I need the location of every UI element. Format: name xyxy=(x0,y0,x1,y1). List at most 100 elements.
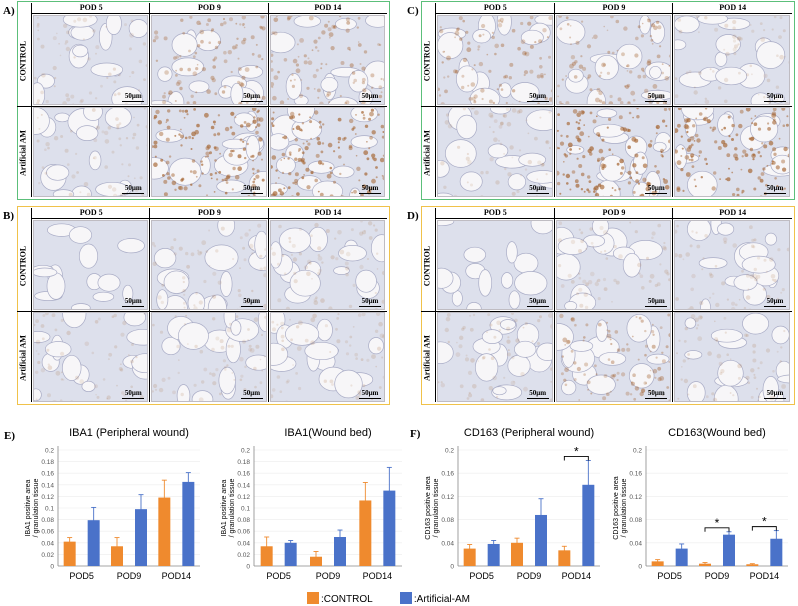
y-tick-label: 0.14 xyxy=(41,482,54,489)
micrograph: 50μm xyxy=(151,220,267,310)
micrograph: 50μm xyxy=(269,312,385,402)
panel-frame xyxy=(421,1,795,200)
row-label: CONTROL xyxy=(18,40,27,81)
bar-artificial xyxy=(487,543,500,566)
scale-bar-line xyxy=(122,100,145,102)
column-divider xyxy=(267,3,269,197)
scale-bar-label: 50μm xyxy=(243,388,261,397)
micrograph: 50μm xyxy=(437,220,553,310)
micrograph: 50μm xyxy=(674,312,790,402)
scale-bar-label: 50μm xyxy=(529,388,547,397)
scale-bar: 50μm xyxy=(240,183,263,194)
micrograph: 50μm xyxy=(269,220,385,310)
panel-frame xyxy=(421,206,795,405)
scale-bar-label: 50μm xyxy=(243,296,261,305)
y-tick-label: 0.1 xyxy=(45,506,54,513)
y-tick-label: 0 xyxy=(50,564,54,571)
section-label-f: F) xyxy=(410,428,421,440)
row-label: CONTROL xyxy=(422,245,431,286)
significance-star: * xyxy=(762,515,767,529)
micrograph: 50μm xyxy=(555,107,672,197)
row-separator xyxy=(17,311,387,312)
micrograph: 50μm xyxy=(33,15,149,105)
header-rule xyxy=(435,218,792,219)
y-axis-label-line2: / granulation tissue xyxy=(33,479,40,538)
y-tick-label: 0.16 xyxy=(237,471,250,478)
chart-title: IBA1 (Peripheral wound) xyxy=(69,427,189,439)
panel-label: B) xyxy=(3,210,14,222)
y-tick-label: 0.04 xyxy=(441,540,454,547)
legend-control: :CONTROL xyxy=(307,592,375,605)
chart-cd163-peripheral: CD163 (Peripheral wound) 0 0.04 0.08 0.12 0.1… xyxy=(425,427,600,581)
bar-artificial xyxy=(135,509,147,566)
y-tick-label: 0.12 xyxy=(41,494,54,501)
scale-bar-line xyxy=(122,192,145,194)
scale-bar-line xyxy=(763,305,786,307)
micrograph: 50μm xyxy=(555,15,672,105)
scale-bar: 50μm xyxy=(358,92,381,102)
micrograph: 50μm xyxy=(437,107,553,197)
micrograph: 50μm xyxy=(674,220,790,310)
y-tick-label: 0.02 xyxy=(41,552,54,559)
y-tick-label: 0 xyxy=(246,564,250,571)
column-divider xyxy=(435,208,436,402)
column-header: POD 9 xyxy=(602,3,626,12)
scale-bar-line xyxy=(526,100,549,102)
legend-control-swatch xyxy=(307,592,319,604)
scale-bar: 50μm xyxy=(763,183,786,194)
x-tick-label: POD9 xyxy=(117,571,142,581)
bar-control xyxy=(260,546,273,566)
column-header: POD 5 xyxy=(79,208,103,217)
micrograph: 50μm xyxy=(33,312,149,402)
y-tick-label: 0.02 xyxy=(237,552,250,559)
column-header: POD 5 xyxy=(483,208,507,217)
row-separator xyxy=(17,106,387,107)
scale-bar: 50μm xyxy=(763,296,786,307)
y-tick-label: 0.18 xyxy=(237,459,250,466)
chart-iba1-wound-bed: IBA1(Wound bed) 0 0.02 0.04 0.06 0.08 0.1 0.12 0… xyxy=(221,427,402,581)
y-tick-label: 0.1 xyxy=(241,506,250,513)
scale-bar: 50μm xyxy=(763,389,786,399)
scale-bar: 50μm xyxy=(526,388,549,399)
scale-bar-line xyxy=(240,100,263,102)
significance-star: * xyxy=(574,444,579,458)
y-tick-label: 0.04 xyxy=(237,540,250,547)
scale-bar-line xyxy=(645,397,668,399)
y-tick-label: 0.16 xyxy=(41,471,54,478)
scale-bar-line xyxy=(645,305,668,307)
micrograph: 50μm xyxy=(555,312,672,402)
y-tick-label: 0.16 xyxy=(629,471,642,478)
legend-artificial-label: :Artificial-AM xyxy=(413,594,470,605)
scale-bar-line xyxy=(645,192,668,194)
y-tick-label: 0.08 xyxy=(441,517,454,524)
micrograph: 50μm xyxy=(437,15,553,105)
bar-control xyxy=(158,497,171,566)
scale-bar-label: 50μm xyxy=(124,296,142,305)
scale-bar-label: 50μm xyxy=(647,183,665,192)
micrograph: 50μm xyxy=(674,15,790,105)
scale-bar-line xyxy=(763,192,786,194)
y-tick-label: 0.12 xyxy=(237,494,250,501)
legend-control-label: :CONTROL xyxy=(321,594,373,605)
scale-bar-label: 50μm xyxy=(243,183,261,192)
row-label: Artificial AM xyxy=(422,334,431,381)
y-tick-label: 0.08 xyxy=(629,517,642,524)
scale-bar-label: 50μm xyxy=(529,91,547,100)
x-tick-label: POD14 xyxy=(162,571,192,581)
x-tick-label: POD14 xyxy=(363,571,393,581)
bar-control xyxy=(463,548,476,566)
bar-control xyxy=(651,561,664,566)
micrograph: 50μm xyxy=(269,107,385,197)
column-header: POD 14 xyxy=(314,208,342,217)
scale-bar-label: 50μm xyxy=(766,296,784,305)
scale-bar-line xyxy=(358,397,381,399)
micrograph: 50μm xyxy=(33,107,149,197)
scale-bar: 50μm xyxy=(645,389,668,399)
scale-bar-line xyxy=(240,305,263,307)
column-header: POD 9 xyxy=(198,3,221,12)
x-tick-label: POD14 xyxy=(562,571,592,581)
significance-bracket xyxy=(704,527,730,532)
scale-bar: 50μm xyxy=(526,184,549,194)
scale-bar-label: 50μm xyxy=(766,183,784,192)
x-tick-label: POD5 xyxy=(657,571,682,581)
